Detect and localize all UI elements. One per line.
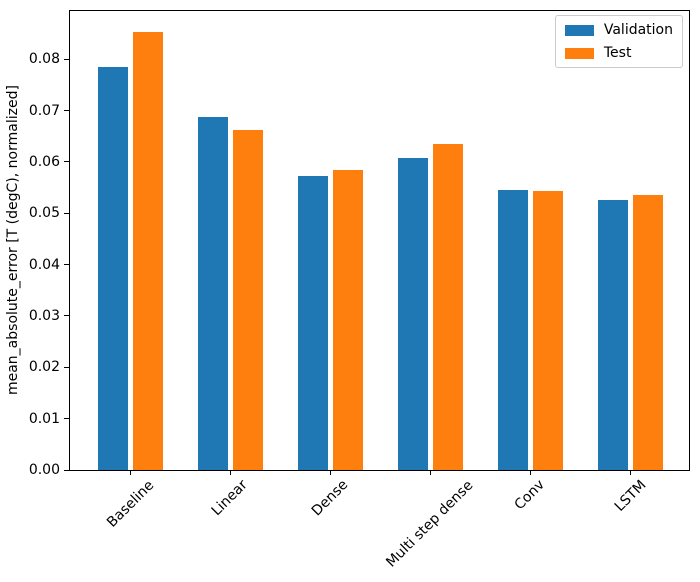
y-tick-mark — [64, 315, 69, 317]
y-tick-label: 0.07 — [28, 102, 60, 119]
y-tick-label: 0.04 — [28, 256, 60, 273]
x-tick-label: Multi step dense — [383, 477, 477, 571]
legend-label-test: Test — [603, 45, 632, 61]
y-tick-mark — [64, 212, 69, 214]
legend-item-validation: Validation — [564, 22, 673, 38]
y-tick-mark — [64, 418, 69, 420]
plot-area: 0.00 0.01 0.02 0.03 0.04 0.05 0.06 0.07 0.08 Base… — [29, 10, 690, 570]
y-tick-label: 0.08 — [28, 51, 60, 68]
bar-validation-dense — [297, 175, 328, 470]
bar-validation-lstm — [597, 199, 628, 470]
bar-validation-linear — [197, 117, 228, 470]
legend-item-test: Test — [564, 45, 673, 61]
y-tick-label: 0.06 — [28, 153, 60, 170]
bar-test-lstm — [632, 195, 663, 470]
x-tick-label: LSTM — [611, 476, 649, 515]
y-tick-label: 0.00 — [28, 462, 60, 478]
y-tick-label: 0.05 — [28, 205, 60, 222]
x-tick-label: Linear — [208, 477, 251, 520]
y-tick-mark — [64, 58, 69, 60]
y-tick-mark — [64, 161, 69, 163]
y-tick-label: 0.01 — [28, 410, 60, 427]
legend-swatch-validation — [564, 24, 594, 36]
bar-test-multi-step-dense — [432, 144, 463, 470]
bar-test-dense — [332, 170, 363, 470]
x-tick-mark — [329, 470, 331, 475]
x-tick-mark — [429, 470, 431, 475]
y-tick-mark — [64, 264, 69, 266]
x-tick-mark — [229, 470, 231, 475]
y-tick-mark — [64, 469, 69, 471]
bar-validation-baseline — [97, 67, 128, 470]
y-tick-mark — [64, 366, 69, 368]
bar-test-linear — [232, 129, 263, 470]
bar-test-conv — [532, 190, 563, 470]
y-tick-label: 0.02 — [28, 359, 60, 376]
y-tick-label: 0.03 — [28, 307, 60, 324]
x-tick-label: Baseline — [103, 476, 157, 531]
legend-label-validation: Validation — [603, 22, 673, 38]
x-tick-mark — [629, 470, 631, 475]
bar-validation-conv — [497, 190, 528, 470]
bar-validation-multi-step-dense — [397, 157, 428, 470]
legend: Validation Test — [554, 15, 683, 68]
x-tick-label: Conv — [511, 477, 548, 514]
y-tick-mark — [64, 110, 69, 112]
x-tick-mark — [129, 470, 131, 475]
bar-test-baseline — [132, 32, 163, 470]
x-tick-mark — [529, 470, 531, 475]
x-tick-label: Dense — [308, 476, 352, 520]
legend-swatch-test — [564, 47, 594, 59]
y-axis-label: mean_absolute_error [T (degC), normalize… — [4, 85, 21, 396]
